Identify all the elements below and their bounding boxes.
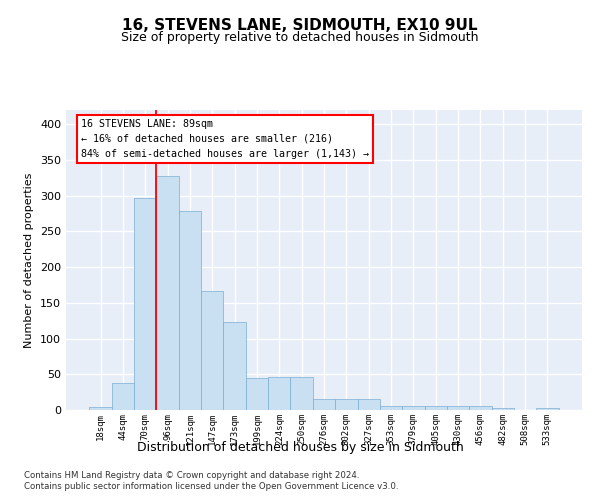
Bar [536, 408, 559, 410]
Bar [268, 377, 290, 410]
Text: Size of property relative to detached houses in Sidmouth: Size of property relative to detached ho… [121, 31, 479, 44]
Text: 16 STEVENS LANE: 89sqm
← 16% of detached houses are smaller (216)
84% of semi-de: 16 STEVENS LANE: 89sqm ← 16% of detached… [82, 119, 370, 158]
Bar [425, 406, 447, 410]
Text: Contains HM Land Registry data © Crown copyright and database right 2024.: Contains HM Land Registry data © Crown c… [24, 470, 359, 480]
Bar [491, 408, 514, 410]
Bar [402, 406, 425, 410]
Text: Contains public sector information licensed under the Open Government Licence v3: Contains public sector information licen… [24, 482, 398, 491]
Bar [290, 377, 313, 410]
Bar [201, 290, 223, 410]
Bar [447, 406, 469, 410]
Bar [89, 407, 112, 410]
Bar [246, 378, 268, 410]
Bar [358, 400, 380, 410]
Bar [469, 406, 491, 410]
Bar [112, 383, 134, 410]
Text: 16, STEVENS LANE, SIDMOUTH, EX10 9UL: 16, STEVENS LANE, SIDMOUTH, EX10 9UL [122, 18, 478, 32]
Bar [380, 406, 402, 410]
Bar [157, 176, 179, 410]
Bar [134, 198, 157, 410]
Bar [223, 322, 246, 410]
Text: Distribution of detached houses by size in Sidmouth: Distribution of detached houses by size … [137, 441, 463, 454]
Bar [179, 212, 201, 410]
Bar [335, 400, 358, 410]
Bar [313, 400, 335, 410]
Y-axis label: Number of detached properties: Number of detached properties [25, 172, 34, 348]
